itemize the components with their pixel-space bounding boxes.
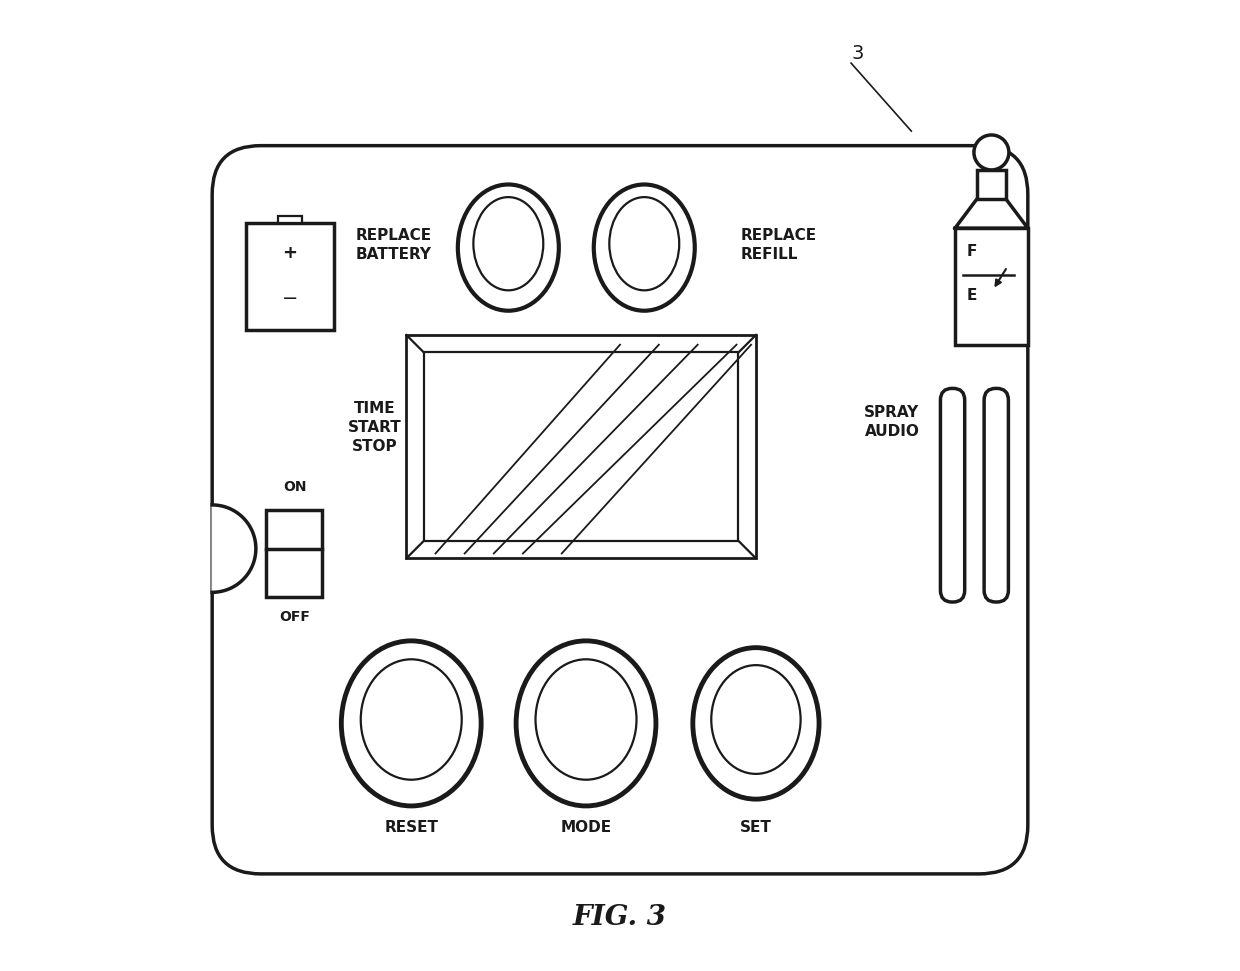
Polygon shape (212, 505, 255, 592)
Text: −: − (281, 288, 298, 308)
Ellipse shape (361, 659, 461, 780)
Ellipse shape (693, 648, 820, 799)
Ellipse shape (712, 665, 801, 774)
FancyBboxPatch shape (940, 388, 965, 602)
Bar (247, 223, 334, 330)
Ellipse shape (341, 641, 481, 806)
Text: FIG. 3: FIG. 3 (573, 904, 667, 931)
Bar (407, 335, 756, 558)
Ellipse shape (609, 197, 680, 290)
Bar (955, 228, 1028, 345)
Text: OFF: OFF (279, 610, 310, 623)
Text: E: E (967, 288, 977, 303)
Text: MODE: MODE (560, 820, 611, 835)
Ellipse shape (536, 659, 636, 780)
Text: SPRAY
AUDIO: SPRAY AUDIO (864, 405, 920, 440)
Bar (977, 170, 1006, 199)
Circle shape (973, 135, 1009, 170)
Bar (424, 352, 739, 541)
Text: ON: ON (283, 481, 306, 494)
Ellipse shape (516, 641, 656, 806)
Bar (265, 510, 322, 597)
Text: REPLACE
BATTERY: REPLACE BATTERY (356, 227, 432, 262)
Text: RESET: RESET (384, 820, 438, 835)
Ellipse shape (594, 184, 694, 311)
Text: F: F (967, 244, 977, 259)
Text: +: + (283, 245, 298, 262)
Bar (278, 216, 303, 223)
FancyBboxPatch shape (212, 146, 1028, 874)
Text: TIME
START
STOP: TIME START STOP (347, 401, 402, 453)
Ellipse shape (474, 197, 543, 290)
Text: REPLACE
REFILL: REPLACE REFILL (740, 227, 816, 262)
Ellipse shape (458, 184, 559, 311)
Text: 3: 3 (852, 44, 864, 63)
Text: SET: SET (740, 820, 771, 835)
FancyBboxPatch shape (985, 388, 1008, 602)
